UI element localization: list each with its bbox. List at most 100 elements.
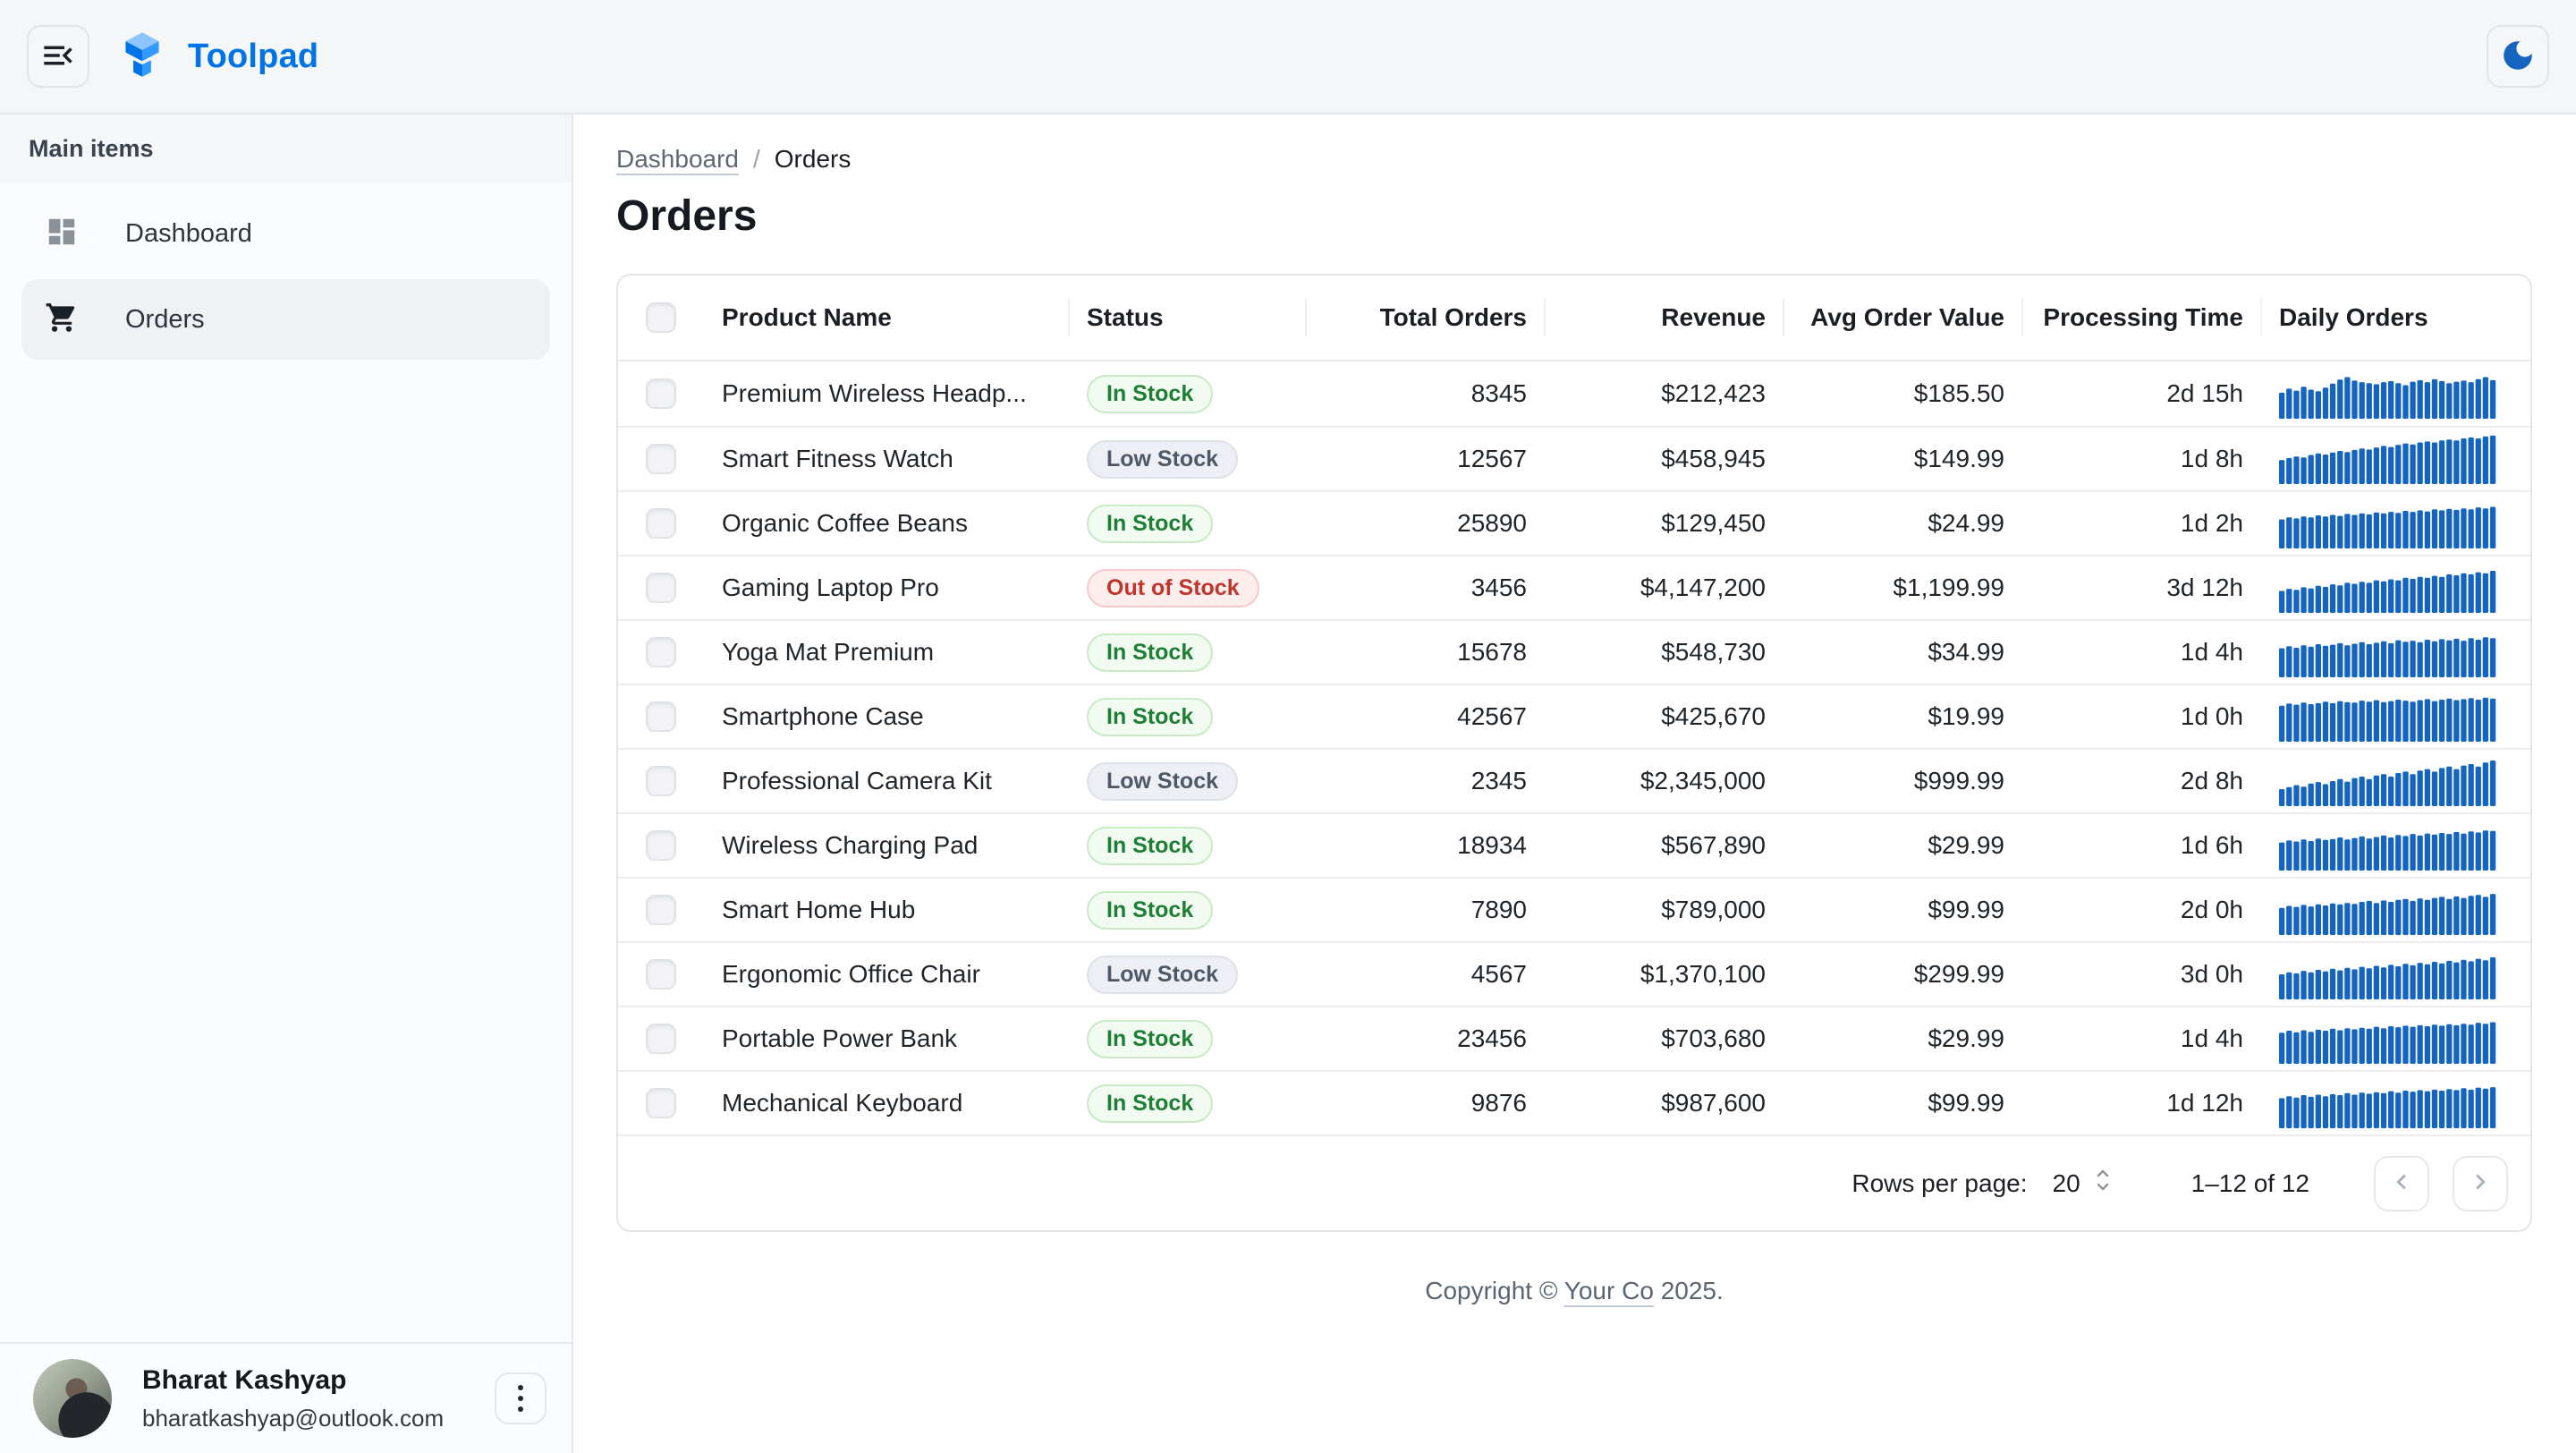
cell-product-name: Ergonomic Office Chair [722, 960, 980, 988]
cell-total-orders: 25890 [1457, 509, 1527, 537]
daily-orders-sparkline [2279, 697, 2496, 742]
row-checkbox[interactable] [646, 444, 676, 474]
select-arrows-icon [2093, 1166, 2113, 1201]
sidebar-item-dashboard[interactable]: Dashboard [21, 193, 550, 274]
cell-revenue: $789,000 [1661, 896, 1766, 923]
menu-open-icon [39, 37, 77, 77]
status-badge: In Stock [1087, 1083, 1214, 1123]
cell-daily-orders [2261, 943, 2530, 1006]
daily-orders-sparkline [2279, 760, 2496, 806]
table-row[interactable]: Organic Coffee Beans In Stock 25890 $129… [618, 490, 2530, 555]
table-row[interactable]: Ergonomic Office Chair Low Stock 4567 $1… [618, 941, 2530, 1006]
status-badge: Low Stock [1087, 955, 1239, 994]
cell-daily-orders [2261, 685, 2530, 748]
cell-total-orders: 8345 [1470, 379, 1527, 407]
select-all-checkbox[interactable] [646, 302, 676, 333]
breadcrumb: Dashboard / Orders [616, 141, 2532, 177]
row-checkbox[interactable] [646, 1088, 676, 1118]
rows-per-page-value: 20 [2052, 1168, 2080, 1197]
row-checkbox[interactable] [646, 573, 676, 603]
main-content: Dashboard / Orders Orders Product Name S… [575, 115, 2576, 1453]
table-row[interactable]: Smartphone Case In Stock 42567 $425,670 … [618, 684, 2530, 748]
cell-revenue: $212,423 [1661, 379, 1766, 407]
dashboard-icon [45, 215, 79, 253]
daily-orders-sparkline [2279, 830, 2496, 871]
cell-revenue: $425,670 [1661, 702, 1766, 730]
rows-per-page-label: Rows per page: [1852, 1168, 2028, 1197]
cell-product-name: Wireless Charging Pad [722, 831, 979, 859]
cell-product-name: Smartphone Case [722, 702, 924, 730]
moon-icon [2499, 37, 2537, 77]
cell-processing-time: 1d 2h [2180, 509, 2243, 537]
table-row[interactable]: Portable Power Bank In Stock 23456 $703,… [618, 1006, 2530, 1070]
sidebar: Main items Dashboard Orders Bharat Kashy… [0, 115, 573, 1453]
cell-processing-time: 2d 8h [2180, 767, 2243, 794]
theme-toggle-button[interactable] [2487, 25, 2549, 88]
cell-processing-time: 1d 0h [2180, 702, 2243, 730]
column-header-status[interactable]: Status [1068, 276, 1306, 360]
status-badge: In Stock [1087, 504, 1214, 543]
cell-daily-orders [2261, 1007, 2530, 1070]
table-body: Premium Wireless Headp... In Stock 8345 … [618, 361, 2530, 1134]
cell-processing-time: 1d 6h [2180, 831, 2243, 859]
row-checkbox[interactable] [646, 766, 676, 796]
cell-processing-time: 2d 15h [2166, 379, 2243, 407]
company-link[interactable]: Your Co [1563, 1277, 1654, 1304]
cell-avg-order-value: $19.99 [1928, 702, 2004, 730]
cell-revenue: $129,450 [1661, 509, 1766, 537]
table-row[interactable]: Gaming Laptop Pro Out of Stock 3456 $4,1… [618, 555, 2530, 619]
table-row[interactable]: Smart Home Hub In Stock 7890 $789,000 $9… [618, 877, 2530, 941]
cell-total-orders: 18934 [1457, 831, 1527, 859]
sidebar-item-orders[interactable]: Orders [21, 279, 550, 360]
table-row[interactable]: Mechanical Keyboard In Stock 9876 $987,6… [618, 1070, 2530, 1134]
rows-per-page-select[interactable]: 20 [2053, 1166, 2113, 1201]
table-row[interactable]: Premium Wireless Headp... In Stock 8345 … [618, 361, 2530, 426]
chevron-right-icon [2465, 1167, 2496, 1200]
brand[interactable]: Toolpad [120, 31, 318, 82]
cell-avg-order-value: $999.99 [1913, 767, 2004, 794]
column-header-revenue[interactable]: Revenue [1544, 276, 1784, 360]
row-checkbox[interactable] [646, 378, 676, 409]
cell-total-orders: 3456 [1470, 574, 1527, 601]
orders-table: Product Name Status Total Orders Revenue… [616, 274, 2532, 1232]
row-checkbox[interactable] [646, 701, 676, 732]
row-checkbox[interactable] [646, 895, 676, 925]
page-title: Orders [616, 192, 758, 240]
toolpad-logo-icon [120, 31, 165, 82]
cell-avg-order-value: $99.99 [1928, 896, 2004, 923]
row-checkbox[interactable] [646, 508, 676, 539]
daily-orders-sparkline [2279, 1022, 2496, 1064]
sidebar-item-label: Dashboard [125, 218, 252, 248]
row-checkbox[interactable] [646, 830, 676, 861]
breadcrumb-separator: / [752, 145, 760, 173]
next-page-button[interactable] [2453, 1155, 2508, 1211]
cell-processing-time: 1d 12h [2166, 1089, 2243, 1117]
breadcrumb-dashboard-link[interactable]: Dashboard [616, 145, 739, 173]
cell-avg-order-value: $99.99 [1928, 1089, 2004, 1117]
column-header-product-name[interactable]: Product Name [722, 303, 892, 331]
cell-total-orders: 12567 [1457, 445, 1527, 472]
table-row[interactable]: Professional Camera Kit Low Stock 2345 $… [618, 748, 2530, 812]
previous-page-button[interactable] [2374, 1155, 2429, 1211]
cell-daily-orders [2261, 879, 2530, 941]
user-menu-button[interactable] [495, 1372, 547, 1424]
column-header-total-orders[interactable]: Total Orders [1305, 276, 1545, 360]
cell-daily-orders [2261, 557, 2530, 619]
row-checkbox[interactable] [646, 959, 676, 990]
cell-avg-order-value: $29.99 [1928, 1024, 2004, 1052]
column-header-processing-time[interactable]: Processing Time [2021, 276, 2261, 360]
sidebar-section-label: Main items [0, 115, 572, 183]
row-checkbox[interactable] [646, 1024, 676, 1054]
sidebar-collapse-button[interactable] [27, 25, 89, 88]
table-row[interactable]: Yoga Mat Premium In Stock 15678 $548,730… [618, 619, 2530, 684]
table-row[interactable]: Wireless Charging Pad In Stock 18934 $56… [618, 812, 2530, 877]
column-header-avg-order-value[interactable]: Avg Order Value [1783, 276, 2022, 360]
column-header-daily-orders[interactable]: Daily Orders [2260, 276, 2530, 360]
cell-revenue: $4,147,200 [1640, 574, 1766, 601]
daily-orders-sparkline [2279, 506, 2496, 548]
cell-avg-order-value: $29.99 [1928, 831, 2004, 859]
user-panel: Bharat Kashyap bharatkashyap@outlook.com [0, 1342, 572, 1453]
row-checkbox[interactable] [646, 637, 676, 667]
table-row[interactable]: Smart Fitness Watch Low Stock 12567 $458… [618, 426, 2530, 490]
